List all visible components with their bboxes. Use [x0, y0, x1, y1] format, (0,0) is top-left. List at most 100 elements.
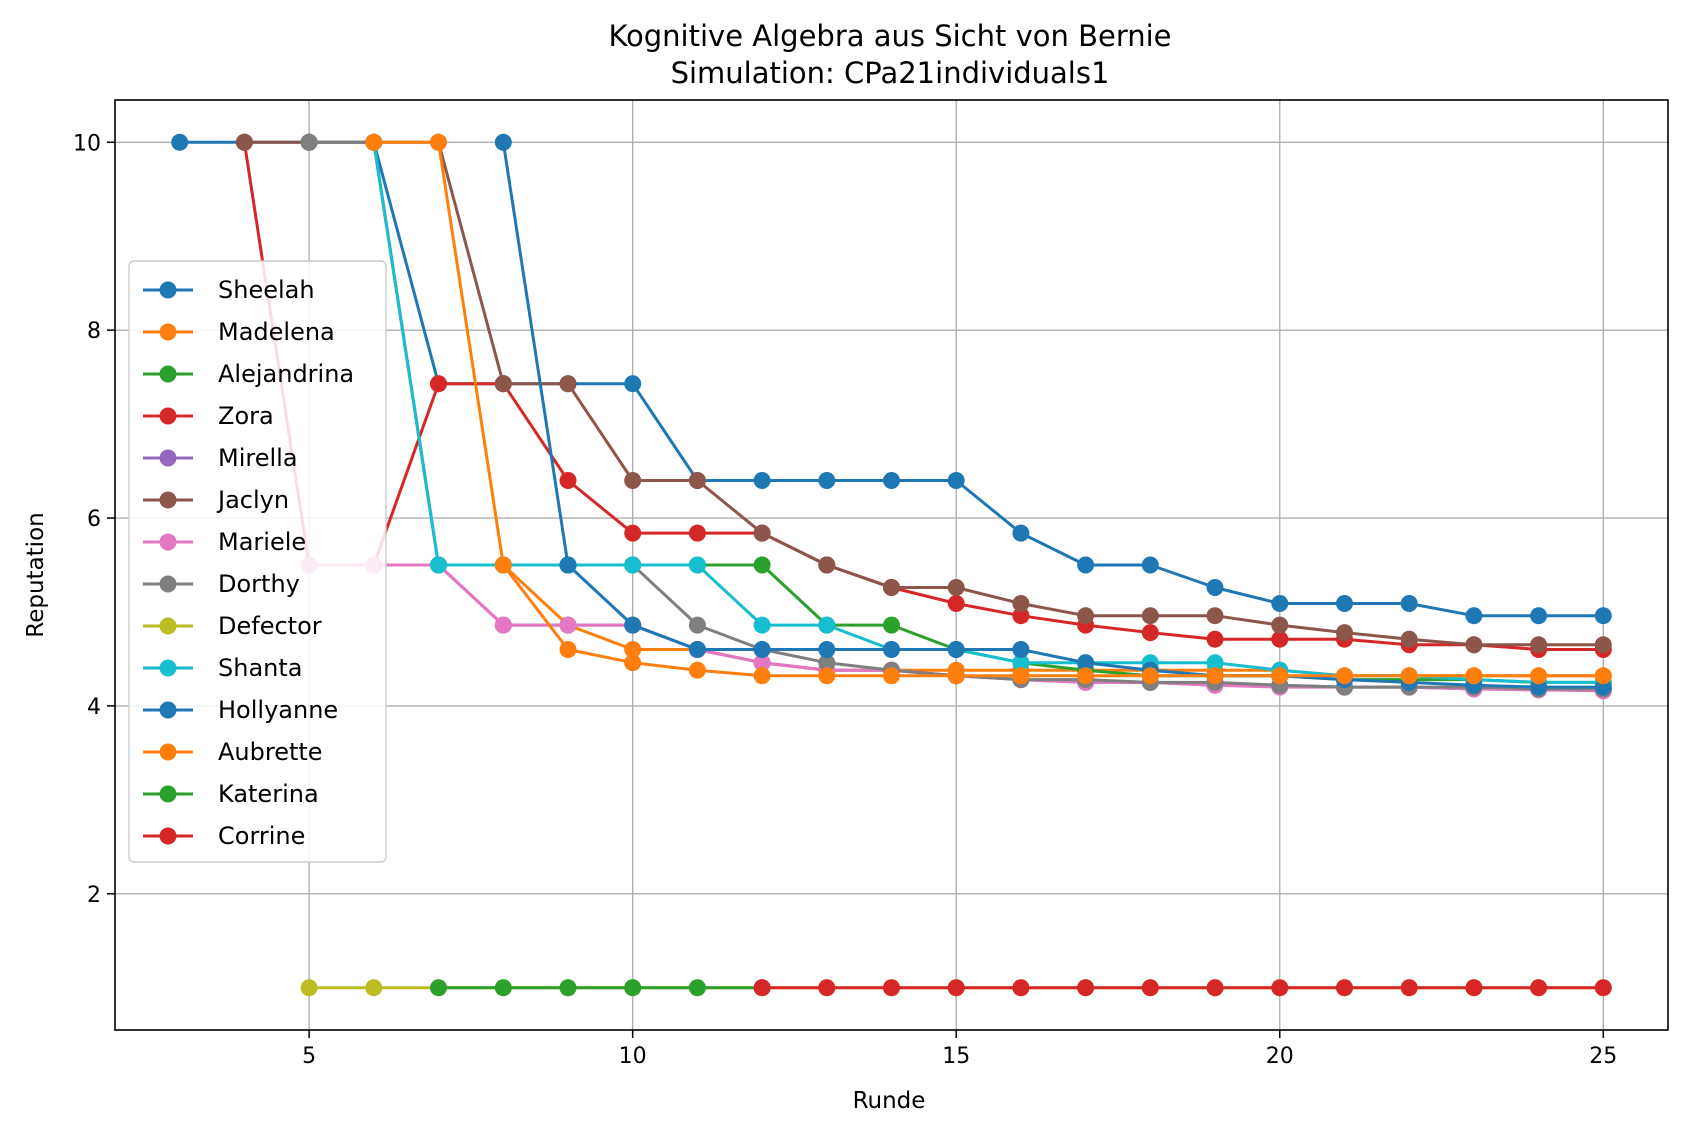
series-line-sheelah	[179, 140, 1604, 618]
legend-marker-swatch	[159, 617, 177, 635]
x-tick-label-3: 20	[1266, 1044, 1294, 1069]
series-aubrette	[365, 133, 1612, 685]
point-hollyanne-8	[494, 133, 512, 151]
point-sheelah-19	[1206, 579, 1224, 596]
point-hollyanne-16	[1012, 641, 1030, 658]
legend-item-aubrette: Aubrette	[143, 738, 323, 766]
point-aubrette-13	[818, 667, 836, 685]
point-zora-19	[1206, 630, 1224, 648]
legend-label: Dorthy	[218, 570, 300, 598]
point-sheelah-20	[1271, 595, 1289, 612]
point-aubrette-19	[1206, 667, 1224, 685]
legend-item-defector: Defector	[143, 612, 322, 640]
series-line-mirella	[372, 142, 1604, 692]
series-corrine	[753, 979, 1612, 997]
legend-label: Madelena	[218, 318, 335, 346]
point-aubrette-15	[947, 667, 965, 685]
point-alejandrina-14	[883, 616, 900, 634]
legend-marker-swatch	[159, 491, 177, 509]
legend-item-hollyanne: Hollyanne	[143, 696, 338, 724]
y-tick-label-0: 2	[87, 883, 101, 908]
point-zora-15	[947, 595, 965, 612]
point-corrine-18	[1141, 979, 1159, 997]
series-zora	[235, 133, 1612, 658]
point-corrine-13	[818, 979, 836, 997]
point-sheelah-25	[1594, 607, 1612, 625]
point-corrine-22	[1400, 979, 1418, 997]
y-axis-label: Reputation	[23, 512, 49, 637]
series-mirella	[365, 133, 1612, 699]
legend-marker-swatch	[159, 659, 177, 677]
y-tick-label-4: 10	[73, 131, 101, 156]
point-jaclyn-9	[559, 375, 577, 393]
point-sheelah-18	[1141, 556, 1159, 574]
point-sheelah-24	[1530, 607, 1548, 625]
point-sheelah-3	[171, 133, 189, 151]
legend-label: Aubrette	[218, 738, 323, 766]
plot-area-frame	[114, 99, 1669, 1031]
point-jaclyn-4	[235, 133, 253, 151]
point-sheelah-15	[947, 472, 965, 489]
legend-label: Hollyanne	[218, 696, 338, 724]
point-aubrette-12	[753, 667, 771, 685]
point-jaclyn-23	[1465, 636, 1483, 654]
point-aubrette-7	[430, 133, 447, 151]
point-aubrette-25	[1594, 667, 1612, 685]
point-corrine-14	[883, 979, 900, 997]
point-hollyanne-9	[559, 556, 577, 574]
point-sheelah-17	[1077, 556, 1095, 574]
legend-box	[128, 260, 387, 863]
point-defector-5	[300, 979, 318, 997]
point-corrine-24	[1530, 979, 1548, 997]
point-shanta-11	[688, 556, 706, 574]
legend-marker-swatch	[159, 785, 177, 803]
point-jaclyn-11	[688, 472, 706, 489]
series-line-aubrette	[373, 140, 1604, 678]
point-aubrette-17	[1077, 667, 1095, 685]
point-sheelah-14	[883, 472, 900, 489]
point-zora-16	[1012, 607, 1030, 625]
point-mariele-12	[753, 654, 771, 672]
legend-label: Mirella	[218, 444, 298, 472]
series-sheelah	[171, 133, 1612, 625]
legend-label: Shanta	[218, 654, 302, 682]
point-dorthy-5	[300, 133, 318, 151]
point-mariele-9	[559, 616, 577, 634]
point-shanta-16	[1012, 654, 1030, 672]
point-alejandrina-12	[753, 556, 771, 574]
legend-item-corrine: Corrine	[143, 822, 305, 850]
y-tick-label-1: 4	[87, 695, 101, 720]
point-sheelah-12	[753, 472, 771, 489]
legend-label: Defector	[218, 612, 322, 640]
point-hollyanne-15	[947, 641, 965, 658]
legend-item-katerina: Katerina	[143, 780, 319, 808]
point-jaclyn-17	[1077, 607, 1095, 625]
x-axis-label: Runde	[853, 1088, 926, 1114]
x-tick-label-1: 10	[619, 1044, 647, 1069]
point-corrine-21	[1336, 979, 1353, 997]
point-shanta-10	[624, 556, 642, 574]
point-aubrette-10	[624, 654, 642, 672]
x-tick-label-4: 25	[1589, 1044, 1617, 1069]
series-line-hollyanne	[501, 142, 1604, 689]
legend-label: Zora	[218, 402, 274, 430]
point-corrine-15	[947, 979, 965, 997]
legend-label: Katerina	[218, 780, 319, 808]
point-sheelah-10	[624, 375, 642, 393]
legend-item-zora: Zora	[143, 402, 274, 430]
point-jaclyn-24	[1530, 636, 1548, 654]
legend-label: Mariele	[218, 528, 306, 556]
legend-item-jaclyn: Jaclyn	[143, 486, 289, 514]
point-hollyanne-11	[688, 641, 706, 658]
x-tick-label-0: 5	[302, 1044, 316, 1069]
point-katerina-7	[430, 979, 447, 997]
legend-marker-swatch	[159, 827, 177, 845]
point-sheelah-16	[1012, 524, 1030, 542]
series-line-jaclyn	[244, 140, 1604, 647]
point-jaclyn-21	[1336, 624, 1353, 642]
point-shanta-12	[753, 616, 771, 634]
point-jaclyn-13	[818, 556, 836, 574]
point-hollyanne-17	[1077, 654, 1095, 672]
point-zora-18	[1141, 624, 1159, 642]
point-jaclyn-18	[1141, 607, 1159, 625]
